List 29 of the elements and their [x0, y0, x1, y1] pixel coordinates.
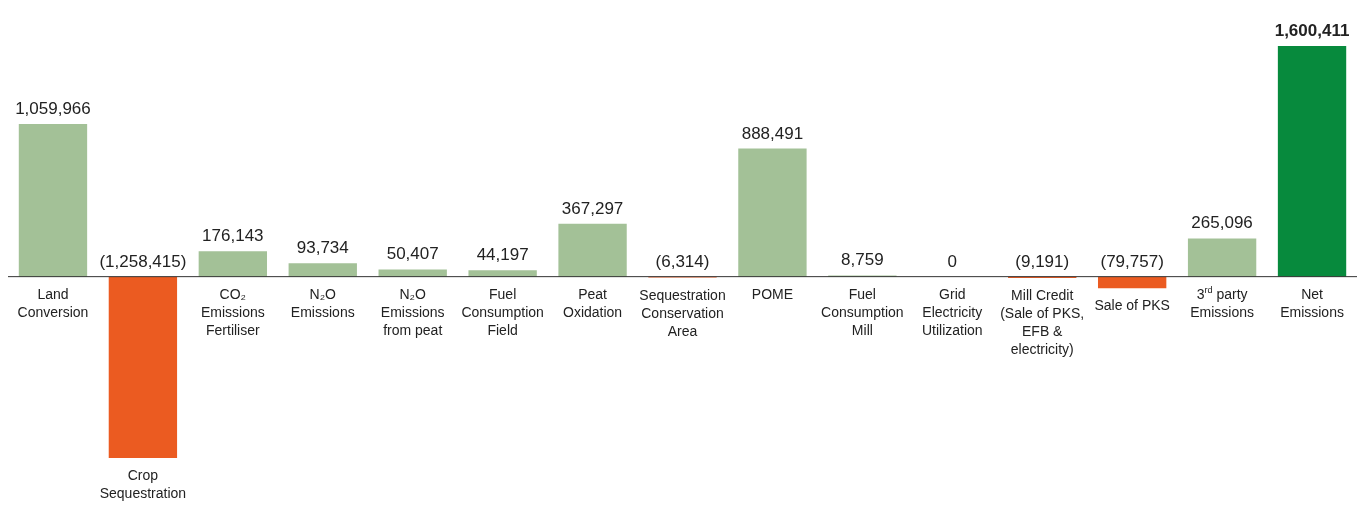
x-tick-label: Sequestration Conservation Area [639, 286, 726, 339]
x-tick-label: Mill Credit (Sale of PKS, EFB & electricity) [1000, 286, 1085, 357]
x-tick-label: POME [751, 285, 794, 302]
data-label: (79,757) [1100, 251, 1164, 271]
data-label: 1,059,966 [15, 98, 91, 118]
x-tick-label: N₂O Emissions from peat [380, 285, 445, 338]
x-tick-label: Fuel Consumption Field [461, 285, 544, 338]
data-label: 0 [947, 251, 958, 271]
data-label: 44,197 [476, 245, 529, 265]
data-label: 1,600,411 [1274, 21, 1350, 40]
data-label: 93,734 [296, 238, 349, 258]
data-label: 888,491 [741, 123, 804, 143]
data-label: 8,759 [841, 250, 884, 270]
x-tick-label: Sale of PKS [1094, 297, 1170, 314]
data-label: (9,191) [1015, 251, 1070, 271]
x-tick-label: Peat Oxidation [562, 285, 623, 320]
data-label: 367,297 [561, 198, 624, 218]
data-label: 265,096 [1191, 213, 1253, 233]
data-label: (1,258,415) [99, 251, 187, 271]
data-label: (6,314) [655, 251, 710, 271]
x-tick-label: Crop Sequestration [99, 467, 187, 501]
x-tick-label: Fuel Consumption Mill [821, 285, 904, 338]
x-tick-label: N₂O Emissions [290, 285, 355, 320]
data-label: 50,407 [386, 244, 439, 264]
x-tick-label: Net Emissions [1280, 285, 1344, 320]
x-tick-label: CO₂ Emissions Fertiliser [200, 285, 265, 338]
x-tick-label: Land Conversion [17, 285, 89, 320]
data-label: 176,143 [202, 226, 264, 246]
x-tick-label: Grid Electricity Utilization [921, 285, 983, 338]
